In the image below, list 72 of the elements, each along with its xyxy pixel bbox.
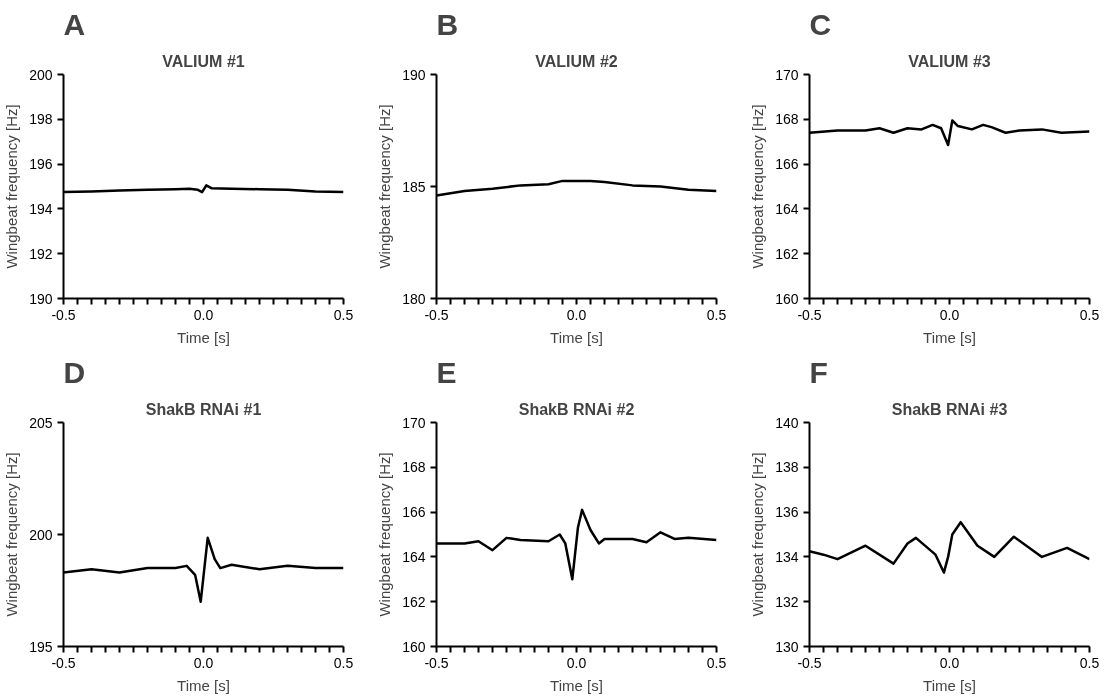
y-tick-label: 138 — [775, 459, 799, 476]
x-tick-label: -0.5 — [424, 306, 449, 323]
y-tick-label: 160 — [775, 290, 799, 307]
x-tick-label: 0.5 — [333, 306, 354, 323]
y-tick-label: 205 — [29, 414, 53, 431]
x-axis-title: Time [s] — [923, 328, 976, 346]
y-tick-label: 170 — [402, 414, 426, 431]
y-tick-label: 140 — [775, 414, 799, 431]
y-tick-label: 130 — [775, 638, 799, 655]
y-axis-title: Wingbeat frequency [Hz] — [376, 452, 394, 617]
text: F — [809, 355, 828, 389]
chart-title: VALIUM #1 — [162, 52, 245, 70]
y-tick-label: 170 — [775, 66, 799, 83]
y-tick-label: 164 — [775, 200, 799, 217]
y-tick-label: 200 — [29, 526, 53, 543]
x-tick-label: 0.0 — [193, 306, 214, 323]
y-tick-label: 200 — [29, 66, 53, 83]
y-tick-label: 180 — [402, 290, 426, 307]
text: A — [63, 7, 86, 41]
y-tick-label: 192 — [29, 245, 53, 262]
y-axis-title: Wingbeat frequency [Hz] — [749, 452, 767, 617]
x-tick-label: 0.5 — [333, 654, 354, 671]
x-tick-label: -0.5 — [51, 654, 76, 671]
x-axis-title: Time [s] — [177, 676, 230, 694]
y-tick-label: 196 — [29, 156, 53, 173]
chart-title: VALIUM #3 — [908, 52, 991, 70]
x-tick-label: 0.5 — [1079, 654, 1100, 671]
x-tick-label: 0.0 — [566, 306, 587, 323]
x-axis-title: Time [s] — [923, 676, 976, 694]
x-tick-label: -0.5 — [797, 654, 822, 671]
y-tick-label: 190 — [29, 290, 53, 307]
y-tick-label: 168 — [402, 459, 426, 476]
y-tick-label: 162 — [775, 245, 799, 262]
text: D — [63, 355, 86, 389]
y-tick-label: 185 — [402, 178, 426, 195]
y-axis-title: Wingbeat frequency [Hz] — [3, 452, 21, 617]
x-tick-label: 0.0 — [939, 654, 960, 671]
chart-title: ShakB RNAi #2 — [518, 400, 635, 418]
y-tick-label: 134 — [775, 548, 799, 565]
y-tick-label: 168 — [775, 111, 799, 128]
x-tick-label: 0.0 — [566, 654, 587, 671]
x-tick-label: 0.5 — [706, 306, 727, 323]
y-tick-label: 195 — [29, 638, 53, 655]
text: C — [809, 7, 832, 41]
x-tick-label: -0.5 — [424, 654, 449, 671]
y-axis-title: Wingbeat frequency [Hz] — [3, 104, 21, 269]
y-tick-label: 160 — [402, 638, 426, 655]
x-axis-title: Time [s] — [550, 328, 603, 346]
text: E — [436, 355, 457, 389]
x-axis-title: Time [s] — [177, 328, 230, 346]
y-tick-label: 194 — [29, 200, 53, 217]
x-tick-label: 0.5 — [706, 654, 727, 671]
y-tick-label: 166 — [402, 504, 426, 521]
x-tick-label: 0.0 — [939, 306, 960, 323]
y-tick-label: 164 — [402, 548, 426, 565]
x-tick-label: -0.5 — [797, 306, 822, 323]
x-tick-label: 0.0 — [193, 654, 214, 671]
y-axis-title: Wingbeat frequency [Hz] — [749, 104, 767, 269]
y-axis-title: Wingbeat frequency [Hz] — [376, 104, 394, 269]
y-tick-label: 136 — [775, 504, 799, 521]
y-tick-label: 190 — [402, 66, 426, 83]
x-axis-title: Time [s] — [550, 676, 603, 694]
y-tick-label: 166 — [775, 156, 799, 173]
y-tick-label: 162 — [402, 593, 426, 610]
chart-title: ShakB RNAi #3 — [891, 400, 1008, 418]
y-tick-label: 198 — [29, 111, 53, 128]
text: B — [436, 7, 459, 41]
y-tick-label: 132 — [775, 593, 799, 610]
x-tick-label: 0.5 — [1079, 306, 1100, 323]
x-tick-label: -0.5 — [51, 306, 76, 323]
chart-title: VALIUM #2 — [535, 52, 618, 70]
chart-title: ShakB RNAi #1 — [145, 400, 262, 418]
